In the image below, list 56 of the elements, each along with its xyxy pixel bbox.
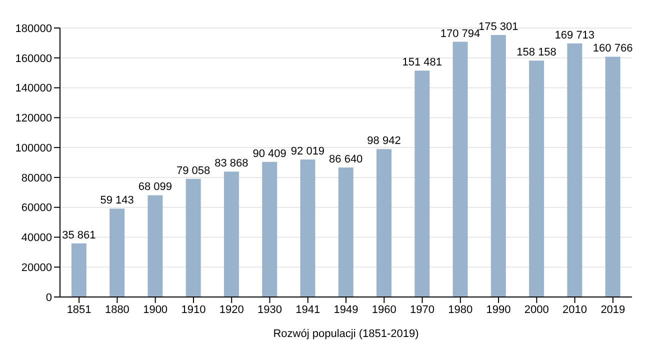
- data-label: 151 481: [402, 56, 442, 69]
- bar: [567, 43, 582, 297]
- data-label: 83 868: [214, 158, 248, 170]
- x-tick-label: 1851: [66, 304, 92, 316]
- data-label: 169 713: [554, 29, 595, 42]
- x-tick-label: 1920: [219, 304, 244, 316]
- bar: [71, 243, 86, 297]
- x-tick-label: 1900: [143, 304, 168, 316]
- data-label: 158 158: [516, 46, 556, 59]
- data-label: 90 409: [252, 148, 286, 160]
- bar: [529, 60, 544, 297]
- data-label: 86 640: [329, 154, 363, 166]
- y-tick-label: 120000: [15, 112, 52, 125]
- bar: [605, 56, 620, 297]
- x-tick-label: 1970: [410, 304, 435, 316]
- data-label: 98 942: [367, 135, 401, 148]
- x-axis-title: Rozwój populacji (1851-2019): [273, 328, 419, 340]
- bar: [110, 208, 125, 297]
- bar: [262, 162, 278, 297]
- data-label: 175 301: [478, 21, 518, 34]
- x-tick-label: 1941: [296, 304, 320, 316]
- x-tick-label: 1980: [448, 304, 473, 316]
- data-label: 35 861: [62, 229, 96, 242]
- bar: [452, 42, 468, 297]
- bar: [148, 195, 163, 297]
- x-tick-label: 1910: [181, 304, 206, 316]
- x-tick-label: 2019: [600, 304, 626, 316]
- y-tick-label: 80000: [21, 172, 52, 184]
- data-label: 170 794: [440, 28, 480, 40]
- bar: [186, 178, 201, 297]
- y-tick-label: 40000: [21, 232, 52, 244]
- y-tick-label: 20000: [21, 262, 52, 274]
- x-tick-label: 1880: [104, 304, 130, 316]
- bar: [224, 172, 239, 297]
- bar: [490, 35, 506, 297]
- x-tick-label: 1949: [334, 304, 358, 316]
- x-tick-label: 1960: [372, 304, 396, 316]
- y-tick-label: 60000: [21, 202, 52, 214]
- x-tick-label: 1990: [486, 304, 511, 316]
- y-tick-label: 100000: [15, 142, 52, 154]
- x-tick-label: 1930: [257, 304, 282, 316]
- y-tick-label: 180000: [15, 22, 52, 35]
- data-label: 160 766: [592, 42, 633, 55]
- bar: [414, 70, 430, 297]
- data-label: 68 099: [138, 181, 172, 194]
- bar: [300, 159, 316, 297]
- x-tick-label: 2010: [562, 304, 588, 316]
- y-tick-label: 160000: [15, 52, 52, 65]
- data-label: 92 019: [290, 145, 325, 158]
- data-label: 59 143: [100, 194, 134, 207]
- data-label: 79 058: [176, 164, 210, 177]
- y-tick-label: 0: [46, 292, 52, 304]
- x-tick-label: 2000: [524, 304, 549, 316]
- bar: [376, 149, 392, 297]
- bar: [338, 168, 354, 297]
- y-tick-label: 140000: [15, 82, 52, 95]
